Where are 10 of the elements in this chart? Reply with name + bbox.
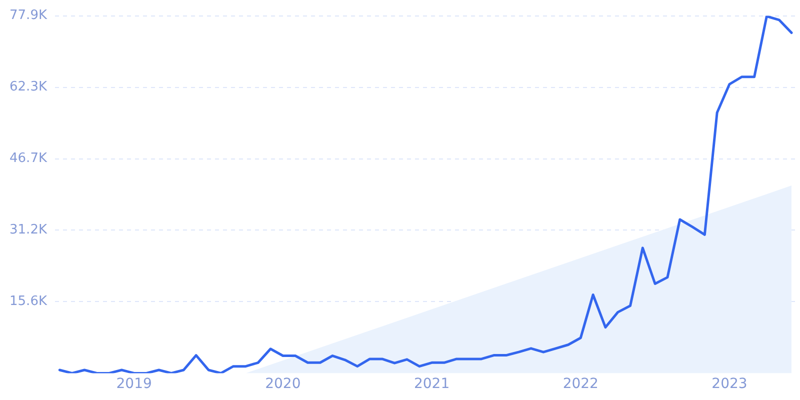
y-tick-label: 15.6K (10, 294, 48, 310)
y-tick-label: 77.9K (10, 8, 48, 24)
x-tick-label: 2021 (414, 376, 450, 392)
y-tick-label: 46.7K (10, 151, 48, 166)
x-tick-label: 2019 (116, 376, 152, 392)
x-tick-label: 2022 (562, 376, 598, 392)
x-tick-label: 2023 (712, 376, 748, 392)
x-tick-label: 2020 (265, 376, 301, 392)
y-tick-label: 62.3K (10, 80, 48, 95)
y-tick-label: 31.2K (10, 222, 48, 238)
